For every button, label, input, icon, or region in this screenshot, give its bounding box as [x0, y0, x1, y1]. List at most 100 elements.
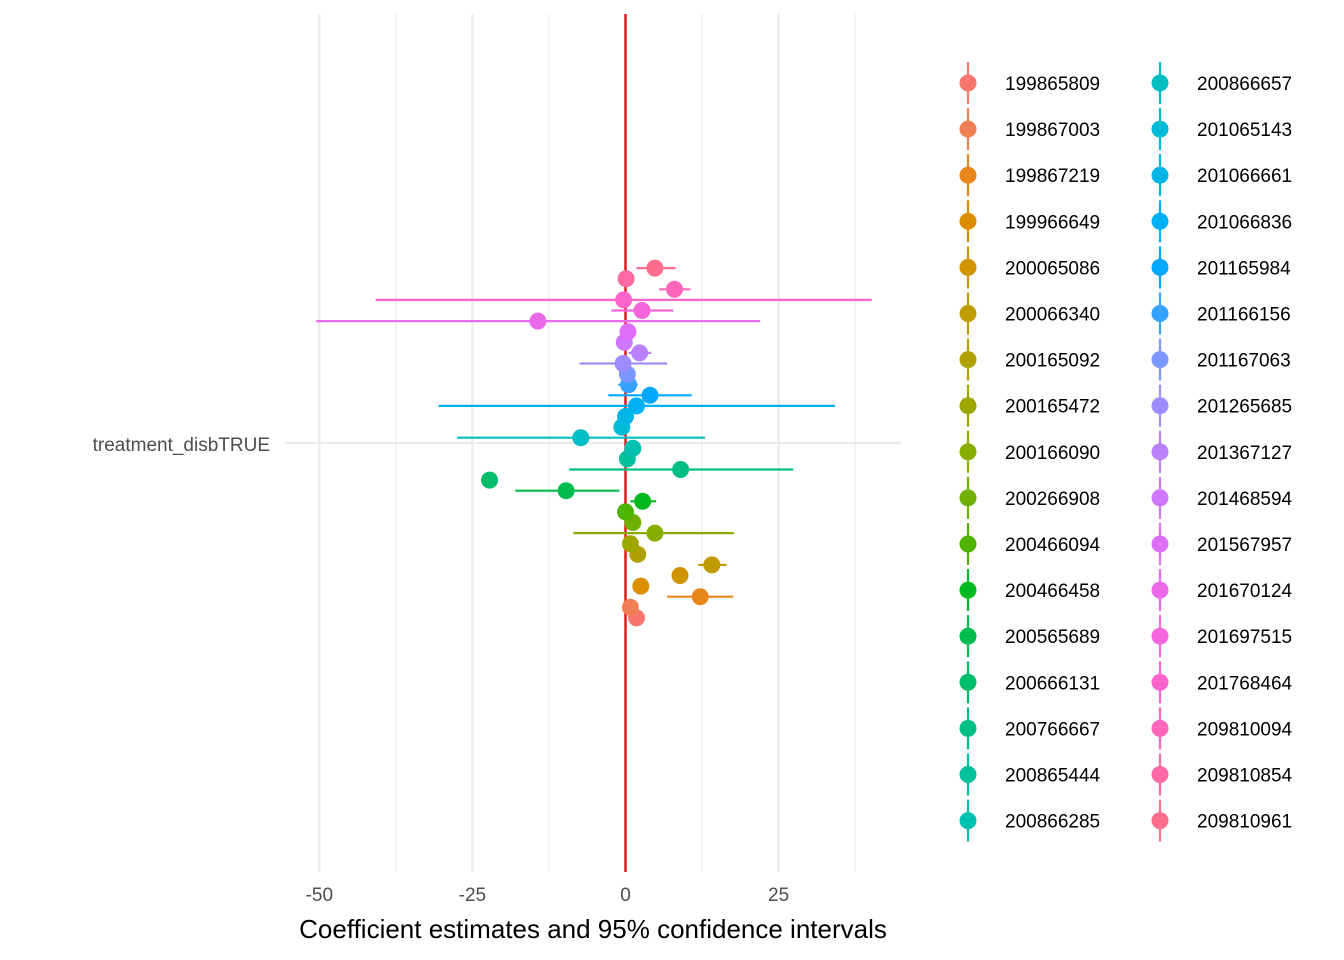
legend-label: 201670124	[1197, 581, 1293, 602]
legend-key-point	[959, 258, 977, 276]
legend-label: 201367127	[1197, 443, 1292, 464]
estimate-point	[621, 535, 639, 553]
legend-label: 200165092	[1005, 351, 1100, 372]
estimate-point	[632, 577, 650, 595]
legend-item: 201265685	[1151, 384, 1292, 427]
legend-label: 201066836	[1197, 212, 1292, 233]
legend-key-point	[959, 74, 977, 92]
estimate-point	[634, 492, 652, 510]
legend-label: 200266908	[1005, 489, 1100, 510]
x-tick-label: 0	[620, 885, 631, 906]
legend-label: 199867003	[1005, 120, 1100, 141]
legend-label: 209810094	[1197, 719, 1293, 740]
estimate-point	[619, 323, 637, 341]
legend-label: 200166090	[1005, 443, 1100, 464]
estimate-point	[641, 386, 659, 404]
estimate-point	[621, 598, 639, 616]
legend-item: 201697515	[1151, 615, 1292, 658]
legend-label: 201166156	[1197, 305, 1291, 326]
legend-key-point	[959, 443, 977, 461]
estimate-point	[481, 471, 499, 489]
legend-label: 201165984	[1197, 258, 1291, 279]
x-axis-ticks: -50 -25 0 25	[306, 885, 790, 906]
legend-key-point	[959, 397, 977, 415]
legend-item: 209810854	[1151, 753, 1293, 796]
legend-key-point	[1151, 258, 1169, 276]
estimate-point	[691, 588, 709, 606]
legend-item: 200666131	[959, 661, 1100, 704]
legend-key-point	[1151, 212, 1169, 230]
legend-label: 200865444	[1005, 766, 1101, 787]
legend-item: 199867003	[959, 108, 1100, 151]
legend-item: 200065086	[959, 246, 1100, 289]
legend-item: 209810094	[1151, 707, 1293, 750]
legend-label: 201697515	[1197, 627, 1292, 648]
legend-key-point	[1151, 443, 1169, 461]
legend-label: 200165472	[1005, 397, 1100, 418]
legend-item: 200266908	[959, 476, 1100, 519]
legend-key-point	[959, 766, 977, 783]
legend-label: 199867219	[1005, 166, 1100, 187]
legend-key-point	[959, 120, 977, 138]
legend-item: 200166090	[959, 430, 1100, 473]
x-axis-title: Coefficient estimates and 95% confidence…	[299, 914, 887, 944]
legend-key-point	[1151, 489, 1169, 507]
legend-item: 209810961	[1151, 799, 1292, 842]
legend-key-point	[1151, 166, 1169, 184]
legend-item: 201567957	[1151, 523, 1292, 565]
legend-label: 200466458	[1005, 581, 1100, 602]
legend-key-point	[959, 673, 977, 691]
legend-item: 200165092	[959, 338, 1100, 381]
legend-key-point	[959, 166, 977, 184]
legend-key-point	[1151, 397, 1169, 415]
legend: 199865809 199867003 199867219 199966649 2000…	[959, 62, 1293, 842]
plot-marks	[316, 259, 872, 627]
legend-item: 200466094	[959, 523, 1101, 565]
estimate-point	[665, 280, 683, 298]
estimate-point	[529, 312, 547, 330]
legend-label: 200866285	[1005, 812, 1100, 833]
legend-label: 201066661	[1197, 166, 1292, 187]
estimate-point	[557, 482, 575, 500]
legend-item: 200466458	[959, 569, 1100, 612]
legend-key-point	[1151, 581, 1169, 599]
estimate-point	[703, 556, 721, 574]
legend-item: 200866657	[1151, 62, 1292, 104]
legend-item: 200066340	[959, 292, 1100, 335]
legend-item: 201165984	[1151, 246, 1291, 289]
legend-key-point	[959, 581, 977, 599]
estimate-point	[615, 291, 633, 309]
legend-label: 201567957	[1197, 535, 1292, 556]
legend-key-point	[959, 305, 977, 322]
estimate-point	[617, 503, 634, 521]
legend-key-point	[1151, 766, 1169, 783]
legend-label: 201468594	[1197, 489, 1293, 510]
legend-item: 200165472	[959, 384, 1100, 427]
legend-key-point	[959, 535, 977, 553]
legend-key-point	[959, 212, 977, 230]
estimate-point	[572, 429, 590, 447]
legend-item: 199867219	[959, 154, 1100, 197]
estimate-point	[633, 302, 651, 319]
legend-item: 201065143	[1151, 108, 1292, 151]
legend-key-point	[1151, 673, 1169, 691]
estimate-point	[646, 524, 664, 542]
legend-item: 200766667	[959, 707, 1100, 750]
legend-key-point	[959, 627, 977, 645]
estimate-point	[617, 408, 634, 425]
estimate-point	[672, 461, 690, 478]
legend-key-point	[1151, 351, 1169, 369]
legend-item: 201367127	[1151, 430, 1292, 473]
legend-item: 199966649	[959, 200, 1100, 243]
x-tick-label: -25	[459, 885, 486, 906]
legend-label: 201167063	[1197, 351, 1291, 372]
legend-item: 201670124	[1151, 569, 1293, 612]
legend-label: 200866657	[1197, 74, 1292, 95]
y-category-label: treatment_disbTRUE	[93, 435, 270, 456]
legend-item: 201166156	[1151, 292, 1291, 335]
legend-key-point	[959, 812, 977, 830]
legend-key-point	[959, 489, 977, 507]
legend-label: 201265685	[1197, 397, 1292, 418]
estimate-point	[671, 567, 689, 584]
